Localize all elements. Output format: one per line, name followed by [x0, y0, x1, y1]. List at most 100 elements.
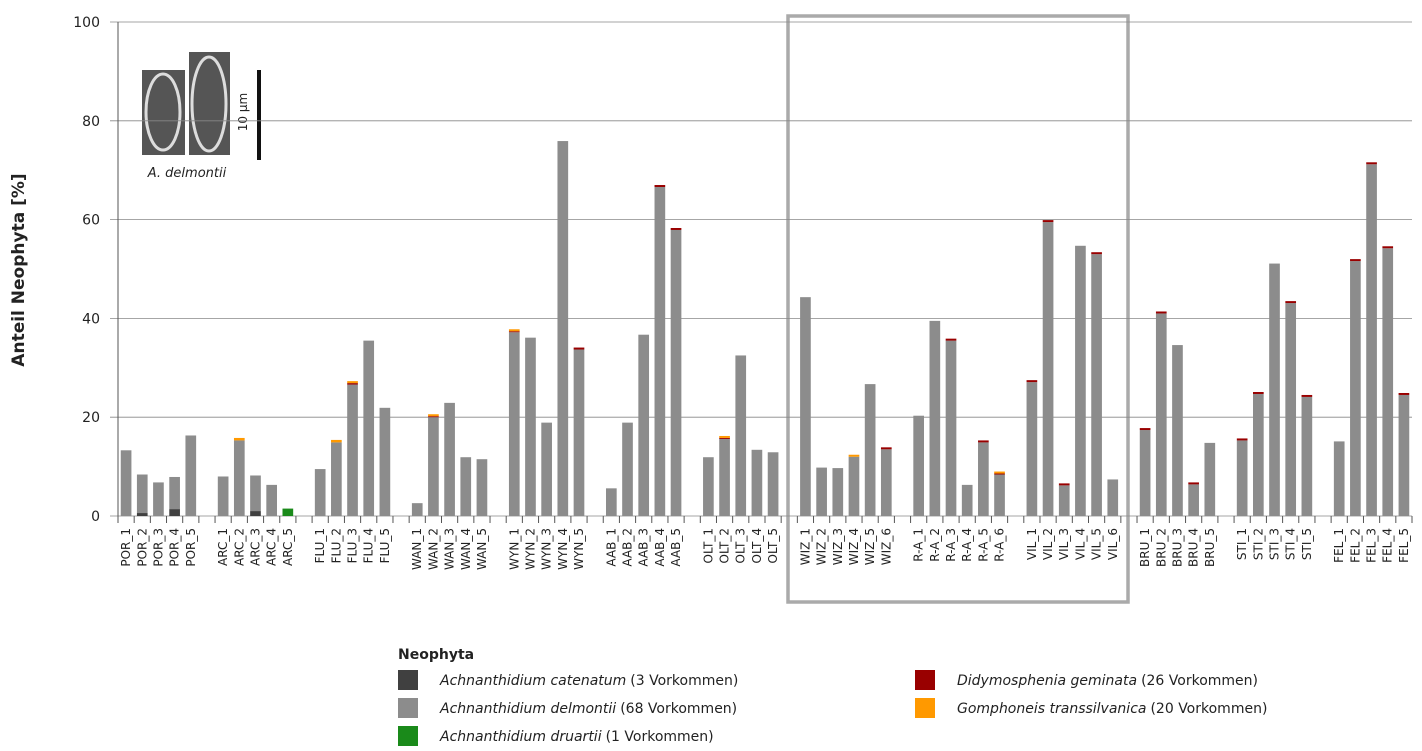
- bar-segment: [1139, 430, 1151, 516]
- legend-label: Achnanthidium delmontii (68 Vorkommen): [439, 701, 737, 717]
- x-tick-label: FEL_2: [1348, 528, 1362, 563]
- bar-segment: [1042, 220, 1054, 223]
- x-tick-label: WYN_2: [523, 528, 537, 570]
- bar-segment: [1026, 382, 1038, 516]
- bar-segment: [217, 476, 229, 516]
- bar-segment: [994, 471, 1005, 474]
- bar-segment: [1350, 261, 1361, 516]
- legend-swatch: [915, 698, 935, 718]
- x-tick-label: WYN_3: [540, 528, 554, 570]
- bar-segment: [1350, 259, 1361, 262]
- y-tick-label: 100: [73, 15, 100, 31]
- bar-segment: [1301, 396, 1313, 516]
- y-tick-label: 80: [82, 114, 100, 130]
- bar-segment: [331, 442, 342, 516]
- x-tick-label: FLU_5: [378, 528, 392, 563]
- legend-label: Gomphoneis transsilvanica (20 Vorkommen): [957, 701, 1267, 717]
- x-tick-label: WIZ_3: [831, 528, 845, 565]
- x-tick-label: VIL_6: [1106, 528, 1120, 560]
- x-tick-label: ARC_1: [216, 528, 230, 566]
- bar-segment: [282, 508, 294, 516]
- inset-image: [189, 52, 230, 155]
- bar-segment: [800, 297, 811, 516]
- bar-segment: [1252, 393, 1264, 516]
- x-tick-label: FEL_5: [1397, 528, 1411, 563]
- bar-segment: [945, 340, 957, 516]
- x-tick-label: AAB_5: [669, 528, 683, 567]
- y-tick-label: 40: [82, 311, 100, 327]
- x-tick-label: OLT_4: [750, 528, 764, 563]
- bar-segment: [120, 450, 132, 516]
- bar-segment: [1188, 484, 1199, 516]
- bar-segment: [880, 449, 892, 516]
- bar-segment: [541, 422, 552, 516]
- bar-segment: [994, 474, 1005, 516]
- bar-segment: [250, 475, 261, 512]
- bar-segment: [605, 488, 617, 516]
- scale-bar: [257, 70, 261, 160]
- bar-segment: [573, 349, 585, 516]
- x-tick-label: POR_2: [135, 528, 149, 567]
- bar-segment: [929, 320, 941, 516]
- x-tick-label: STI_1: [1235, 528, 1249, 560]
- x-tick-label: BRU_3: [1170, 528, 1184, 567]
- bar-segment: [1285, 301, 1297, 304]
- legend-label: Achnanthidium catenatum (3 Vorkommen): [439, 673, 738, 689]
- bar-segment: [719, 437, 730, 439]
- bar-segment: [476, 459, 488, 516]
- legend-note: (1 Vorkommen): [606, 729, 714, 745]
- x-tick-label: WYN_4: [556, 528, 570, 570]
- bar-segment: [444, 402, 455, 516]
- bar-segment: [1333, 441, 1345, 516]
- x-tick-label: VIL_4: [1073, 528, 1087, 560]
- bar-segment: [848, 456, 860, 516]
- x-tick-label: FLU_2: [329, 528, 343, 563]
- legend-swatch: [398, 698, 418, 718]
- x-tick-label: AAB_4: [653, 528, 667, 567]
- bar-segment: [1366, 164, 1377, 516]
- bar-segment: [266, 484, 278, 516]
- inset-image: [144, 72, 182, 152]
- bar-segment: [331, 439, 342, 443]
- x-tick-label: R-A_6: [993, 528, 1007, 562]
- x-tick-label: R-A_3: [944, 528, 958, 562]
- legend-name: Gomphoneis transsilvanica: [957, 701, 1146, 717]
- highlight-box: [786, 14, 1130, 604]
- legend-label: Achnanthidium druartii (1 Vorkommen): [439, 729, 714, 745]
- bar-segment: [719, 435, 730, 438]
- x-tick-label: WAN_5: [475, 528, 489, 570]
- x-tick-label: BRU_4: [1187, 528, 1201, 567]
- bar-segment: [1172, 345, 1183, 516]
- bar-segment: [1398, 392, 1410, 395]
- bar-segment: [1091, 252, 1102, 255]
- bar-segment: [233, 440, 245, 516]
- bar-segment: [573, 347, 585, 350]
- bar-segment: [1366, 162, 1377, 165]
- inset-image: [190, 55, 228, 153]
- y-tick-label: 60: [82, 213, 100, 229]
- bar-segment: [428, 414, 439, 417]
- x-tick-label: FEL_3: [1365, 528, 1379, 563]
- x-tick-label: WAN_3: [443, 528, 457, 570]
- x-tick-label: STI_3: [1268, 528, 1282, 560]
- x-tick-label: WIZ_2: [815, 528, 829, 565]
- x-tick-label: AAB_2: [621, 528, 635, 567]
- x-tick-label: R-A_1: [912, 528, 926, 562]
- bar-segment: [978, 440, 989, 443]
- x-tick-label: FEL_4: [1381, 528, 1395, 563]
- x-tick-label: R-A_5: [976, 528, 990, 562]
- x-tick-label: ARC_2: [232, 528, 246, 566]
- bar-segment: [379, 407, 391, 516]
- x-tick-label: POR_3: [151, 528, 165, 567]
- bar-segment: [428, 416, 439, 418]
- x-tick-label: POR_4: [168, 528, 182, 567]
- bar-segment: [1091, 254, 1102, 516]
- x-tick-label: STI_5: [1300, 528, 1314, 560]
- x-tick-label: BRU_1: [1138, 528, 1152, 567]
- legend-title: Neophyta: [398, 647, 474, 663]
- bar-segment: [1398, 394, 1410, 516]
- bar-segment: [1204, 442, 1216, 516]
- x-tick-label: STI_2: [1251, 528, 1265, 560]
- x-tick-label: WAN_4: [459, 528, 473, 570]
